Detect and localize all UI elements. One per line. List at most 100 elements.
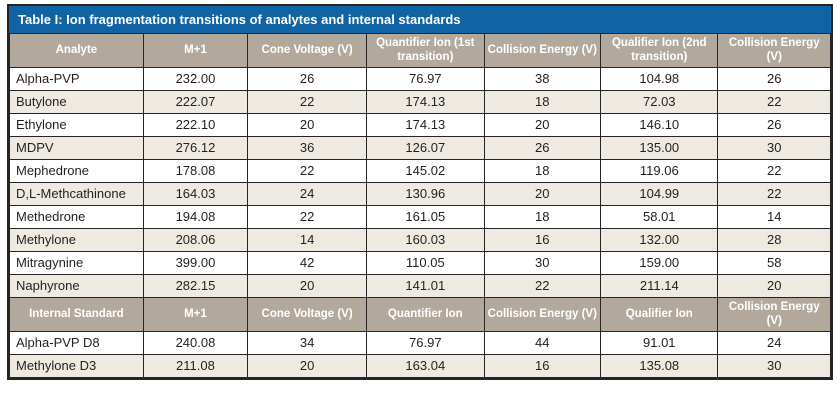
analyte-name-cell: Alpha-PVP [9, 66, 144, 91]
value-cell: 44 [483, 330, 602, 355]
value-cell: 20 [247, 353, 368, 378]
table-row: Mephedrone 178.08 22 145.02 18 119.06 22 [9, 158, 831, 183]
column-header: Collision Energy (V) [717, 296, 831, 332]
table-row: Ethylone 222.10 20 174.13 20 146.10 26 [9, 112, 831, 137]
value-cell: 76.97 [366, 330, 485, 355]
value-cell: 26 [717, 112, 831, 137]
value-cell: 211.14 [600, 273, 719, 298]
table-title-text: : Ion fragmentation transitions of analy… [58, 12, 461, 27]
value-cell: 174.13 [366, 112, 485, 137]
table-row: Methedrone 194.08 22 161.05 18 58.01 14 [9, 204, 831, 229]
value-cell: 36 [247, 135, 368, 160]
table-row: MDPV 276.12 36 126.07 26 135.00 30 [9, 135, 831, 160]
column-header: Quantifier Ion [366, 296, 485, 332]
table-row: Butylone 222.07 22 174.13 18 72.03 22 [9, 89, 831, 114]
value-cell: 208.06 [142, 227, 249, 252]
value-cell: 160.03 [366, 227, 485, 252]
value-cell: 22 [717, 89, 831, 114]
column-header: Cone Voltage (V) [247, 33, 368, 68]
table-row: Mitragynine 399.00 42 110.05 30 159.00 58 [9, 250, 831, 275]
table-row: Naphyrone 282.15 20 141.01 22 211.14 20 [9, 273, 831, 298]
value-cell: 163.04 [366, 353, 485, 378]
value-cell: 18 [483, 89, 602, 114]
column-header: Internal Standard [9, 296, 144, 332]
value-cell: 16 [483, 353, 602, 378]
value-cell: 24 [247, 181, 368, 206]
value-cell: 30 [717, 135, 831, 160]
analyte-name-cell: Butylone [9, 89, 144, 114]
value-cell: 18 [483, 158, 602, 183]
table-row: Alpha-PVP 232.00 26 76.97 38 104.98 26 [9, 66, 831, 91]
standards-header: Internal Standard M+1 Cone Voltage (V) Quan… [9, 296, 831, 332]
value-cell: 14 [717, 204, 831, 229]
value-cell: 76.97 [366, 66, 485, 91]
value-cell: 20 [483, 181, 602, 206]
value-cell: 132.00 [600, 227, 719, 252]
value-cell: 28 [717, 227, 831, 252]
value-cell: 399.00 [142, 250, 249, 275]
value-cell: 174.13 [366, 89, 485, 114]
value-cell: 211.08 [142, 353, 249, 378]
value-cell: 110.05 [366, 250, 485, 275]
value-cell: 194.08 [142, 204, 249, 229]
column-header: Qualifier Ion (2nd transition) [600, 33, 719, 68]
value-cell: 119.06 [600, 158, 719, 183]
value-cell: 22 [717, 158, 831, 183]
value-cell: 130.96 [366, 181, 485, 206]
column-header: Cone Voltage (V) [247, 296, 368, 332]
table-row: Methylone 208.06 14 160.03 16 132.00 28 [9, 227, 831, 252]
value-cell: 135.08 [600, 353, 719, 378]
standards-rows: Alpha-PVP D8 240.08 34 76.97 44 91.01 24 Methyl… [9, 330, 831, 378]
value-cell: 22 [247, 204, 368, 229]
column-header: M+1 [142, 33, 249, 68]
analyte-name-cell: Mitragynine [9, 250, 144, 275]
value-cell: 22 [483, 273, 602, 298]
analyte-name-cell: Mephedrone [9, 158, 144, 183]
table-title-bar: Table I: Ion fragmentation transitions o… [9, 6, 831, 33]
column-header: Qualifier Ion [600, 296, 719, 332]
value-cell: 104.98 [600, 66, 719, 91]
value-cell: 24 [717, 330, 831, 355]
value-cell: 58 [717, 250, 831, 275]
value-cell: 164.03 [142, 181, 249, 206]
table-container: Table I: Ion fragmentation transitions o… [7, 4, 833, 380]
value-cell: 72.03 [600, 89, 719, 114]
value-cell: 22 [247, 158, 368, 183]
value-cell: 146.10 [600, 112, 719, 137]
value-cell: 38 [483, 66, 602, 91]
column-header: M+1 [142, 296, 249, 332]
value-cell: 91.01 [600, 330, 719, 355]
value-cell: 20 [247, 273, 368, 298]
value-cell: 104.99 [600, 181, 719, 206]
value-cell: 282.15 [142, 273, 249, 298]
analyte-name-cell: MDPV [9, 135, 144, 160]
analyte-name-cell: Methylone [9, 227, 144, 252]
column-header: Collision Energy (V) [717, 33, 831, 68]
analytes-header: Analyte M+1 Cone Voltage (V) Quantifier Ion… [9, 33, 831, 68]
value-cell: 222.07 [142, 89, 249, 114]
header-row: Internal Standard M+1 Cone Voltage (V) Quan… [9, 296, 831, 332]
value-cell: 20 [717, 273, 831, 298]
table-row: Methylone D3 211.08 20 163.04 16 135.08 30 [9, 353, 831, 378]
table-title-prefix: Table I [18, 12, 59, 27]
value-cell: 16 [483, 227, 602, 252]
analyte-name-cell: Methylone D3 [9, 353, 144, 378]
value-cell: 222.10 [142, 112, 249, 137]
analyte-name-cell: D,L-Methcathinone [9, 181, 144, 206]
value-cell: 26 [483, 135, 602, 160]
column-header: Analyte [9, 33, 144, 68]
column-header: Collision Energy (V) [483, 296, 602, 332]
value-cell: 20 [247, 112, 368, 137]
ion-transitions-table: Analyte M+1 Cone Voltage (V) Quantifier Ion… [9, 33, 831, 378]
value-cell: 34 [247, 330, 368, 355]
value-cell: 30 [717, 353, 831, 378]
value-cell: 141.01 [366, 273, 485, 298]
value-cell: 126.07 [366, 135, 485, 160]
value-cell: 42 [247, 250, 368, 275]
analyte-name-cell: Alpha-PVP D8 [9, 330, 144, 355]
value-cell: 18 [483, 204, 602, 229]
value-cell: 26 [247, 66, 368, 91]
column-header: Collision Energy (V) [483, 33, 602, 68]
value-cell: 159.00 [600, 250, 719, 275]
value-cell: 232.00 [142, 66, 249, 91]
